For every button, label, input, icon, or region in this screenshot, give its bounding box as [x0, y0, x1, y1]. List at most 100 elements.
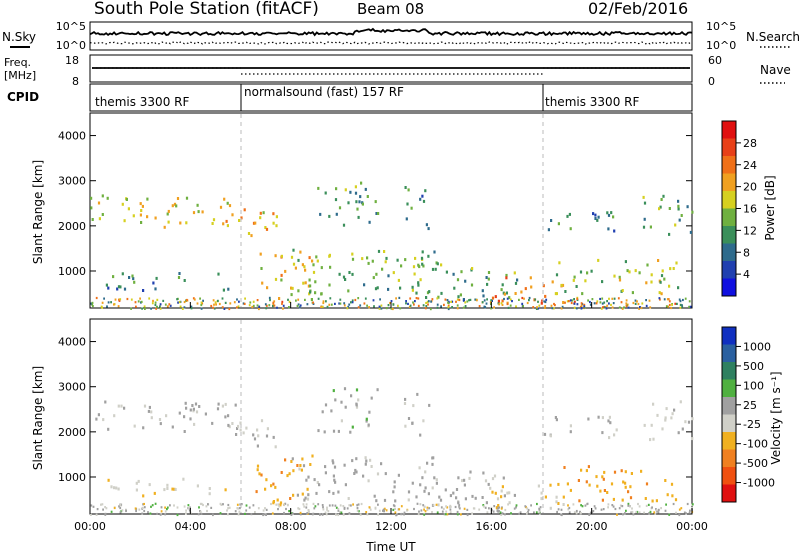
power-cell: [618, 306, 621, 309]
power-cell: [229, 302, 232, 305]
power-cell: [90, 302, 92, 305]
power-cell: [278, 297, 281, 300]
power-cell: [493, 306, 495, 309]
velocity-cell: [237, 424, 240, 428]
x-axis: 00:00 04:00 08:00 12:00 16:00 20:00 00:00: [74, 302, 708, 533]
power-cell: [252, 221, 256, 225]
velocity-cell: [580, 468, 583, 472]
velocity-cell: [649, 438, 652, 442]
velocity-cell: [117, 487, 120, 491]
power-cell: [128, 276, 131, 279]
velocity-cell: [284, 458, 287, 462]
velocity-cell: [355, 457, 358, 461]
velocity-cell: [417, 513, 420, 516]
velocity-cell: [356, 507, 359, 510]
power-cell: [392, 303, 395, 306]
velocity-yticks: 4000 3000 2000 1000: [58, 336, 692, 484]
power-colorbar-tick-label: 8: [743, 246, 750, 259]
velocity-cell: [245, 426, 248, 430]
velocity-cell: [252, 504, 255, 507]
velocity-cell: [588, 513, 591, 516]
power-cell: [101, 194, 104, 198]
power-cell: [169, 304, 172, 307]
velocity-cell: [618, 507, 621, 510]
power-cell: [308, 256, 311, 260]
power-cell: [243, 208, 246, 212]
velocity-cell: [150, 505, 152, 508]
velocity-colorbar-swatch: [722, 379, 736, 398]
velocity-cell: [154, 502, 157, 505]
power-cell: [590, 269, 593, 273]
power-cell: [550, 219, 553, 222]
power-cell: [491, 299, 493, 302]
velocity-cell: [423, 508, 425, 511]
velocity-cell: [270, 484, 273, 488]
velocity-cell: [413, 507, 415, 511]
power-cell: [660, 292, 663, 296]
power-cell: [282, 304, 285, 307]
power-cell: [447, 306, 450, 309]
velocity-cell: [602, 477, 605, 481]
power-cell: [576, 303, 579, 306]
power-cell: [521, 302, 524, 305]
power-cell: [91, 303, 93, 306]
power-cell: [505, 273, 508, 277]
power-cell: [272, 301, 275, 304]
power-cell: [591, 298, 594, 301]
velocity-cell: [500, 513, 503, 516]
power-cell: [466, 300, 469, 303]
velocity-cell: [422, 419, 425, 423]
velocity-cell: [649, 510, 652, 513]
velocity-cell: [307, 475, 310, 479]
power-cell: [583, 303, 586, 306]
power-cell: [511, 300, 513, 303]
velocity-cell: [577, 479, 580, 482]
power-cell: [280, 278, 283, 282]
velocity-cell: [629, 496, 633, 500]
velocity-cell: [620, 469, 623, 473]
velocity-cell: [119, 506, 122, 510]
velocity-colorbar-tick-label: -100: [743, 438, 768, 451]
power-cell: [420, 256, 424, 260]
velocity-colorbar-swatch: [722, 467, 736, 485]
power-cell: [322, 301, 325, 305]
power-cell: [358, 200, 361, 204]
velocity-cell: [380, 462, 383, 466]
power-cell: [322, 300, 325, 303]
velocity-cell: [588, 483, 591, 487]
power-cell: [618, 275, 621, 279]
power-cell: [447, 301, 449, 304]
velocity-cell: [383, 510, 385, 513]
power-cell: [179, 221, 182, 225]
velocity-cell: [678, 513, 681, 517]
power-cell: [611, 306, 614, 309]
power-cell: [507, 306, 510, 309]
velocity-cell: [611, 504, 614, 507]
power-cell: [628, 270, 631, 274]
power-cell: [452, 272, 455, 276]
velocity-cell: [135, 509, 137, 513]
power-cell: [436, 297, 439, 300]
velocity-cell: [426, 506, 429, 509]
power-cell: [359, 304, 362, 307]
freq-left-tick-high: 18: [65, 54, 79, 67]
power-cell: [476, 299, 478, 302]
velocity-cell: [513, 507, 516, 510]
velocity-cell: [382, 508, 385, 511]
velocity-cell: [346, 507, 349, 510]
velocity-cell: [292, 469, 295, 473]
velocity-cell: [350, 504, 352, 507]
velocity-cell: [680, 507, 683, 510]
power-cell: [290, 286, 293, 290]
power-cell: [458, 298, 461, 302]
velocity-cell: [510, 512, 512, 515]
velocity-cell: [687, 420, 691, 424]
power-colorbar-swatch: [722, 278, 736, 297]
velocity-cell: [426, 508, 429, 511]
velocity-cell: [239, 503, 242, 506]
noise-left-tick-high: 10^5: [56, 20, 86, 33]
velocity-cell: [207, 503, 209, 506]
power-cell: [316, 259, 319, 263]
velocity-cell: [424, 510, 427, 513]
power-cell: [415, 297, 418, 300]
